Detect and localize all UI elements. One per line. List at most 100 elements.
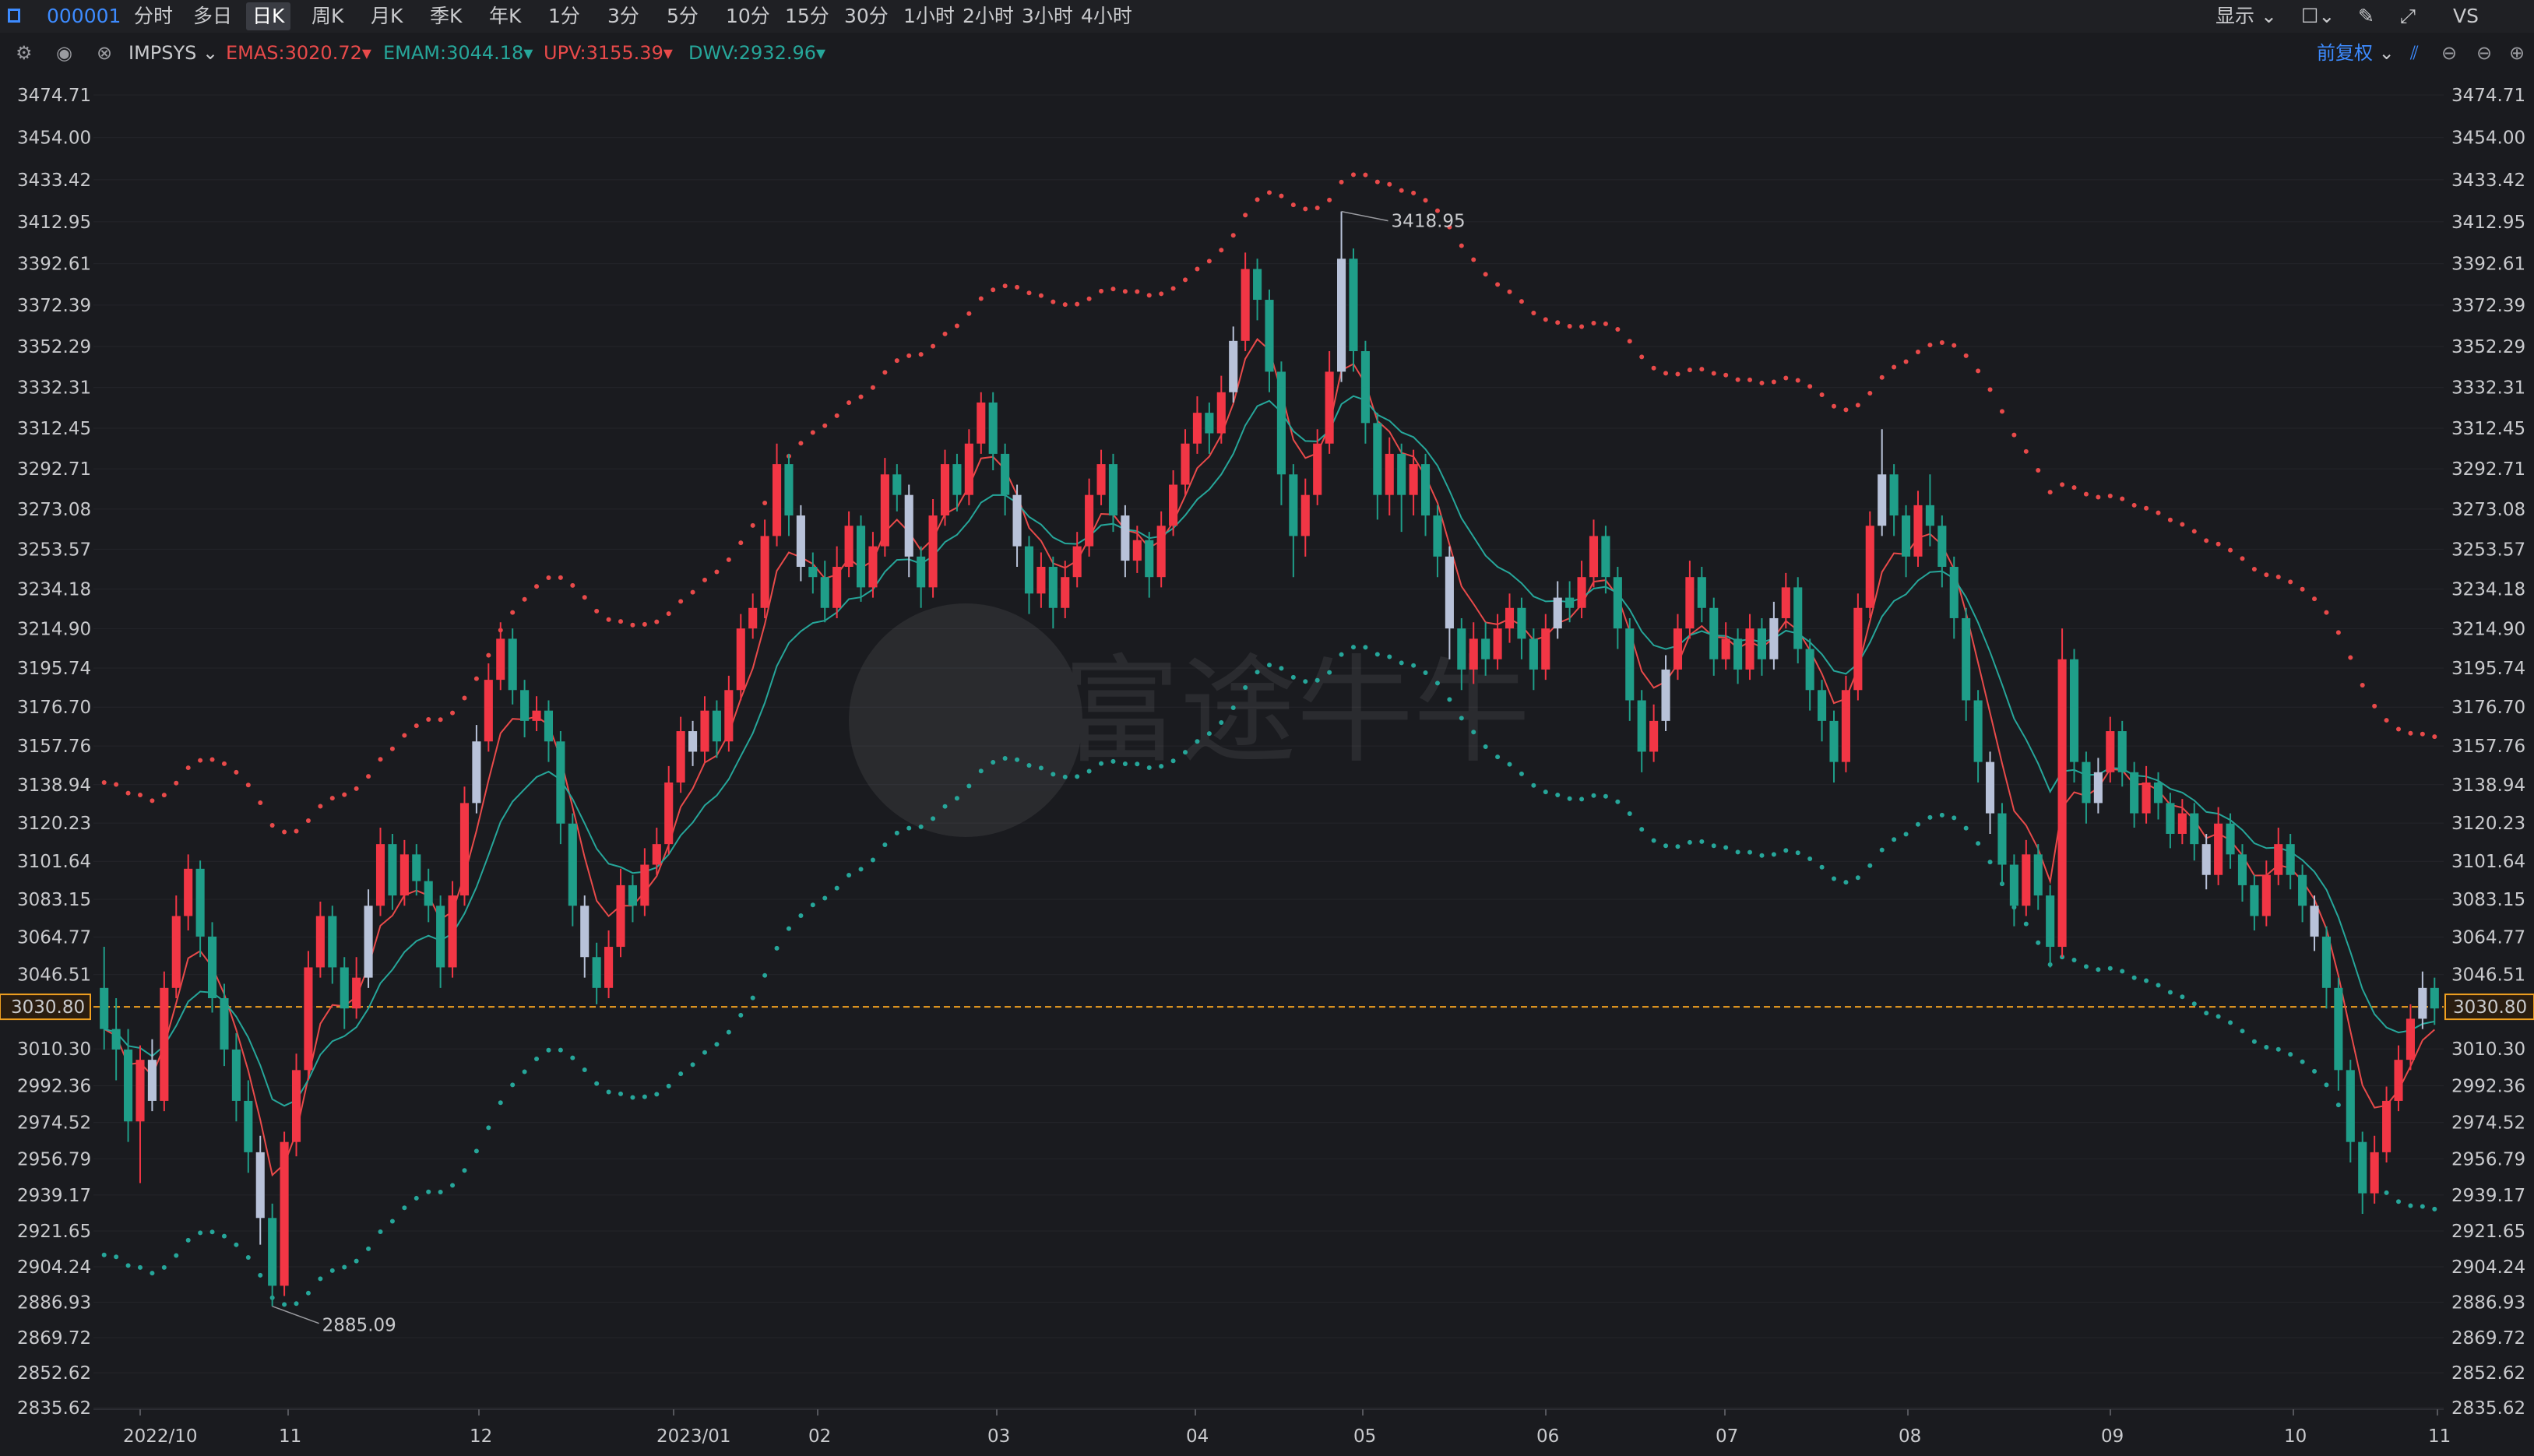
candle-body: [2406, 1018, 2415, 1060]
minus-circle-icon[interactable]: ⊖: [2476, 42, 2493, 64]
period-15[interactable]: 3小时: [1022, 5, 1073, 27]
settings-gear-icon[interactable]: ⚙: [16, 42, 33, 64]
dwv-dot: [462, 1168, 467, 1173]
upv-dot: [1483, 272, 1488, 277]
dwv-value[interactable]: DWV:2932.96▾: [688, 42, 826, 64]
upv-dot: [2288, 579, 2293, 585]
period-14[interactable]: 2小时: [963, 5, 1014, 27]
candle-body: [1253, 269, 1262, 301]
period-2[interactable]: 日K: [246, 2, 291, 30]
upv-value[interactable]: UPV:3155.39▾: [544, 42, 673, 64]
period-1[interactable]: 多日: [193, 5, 233, 27]
symbol-code[interactable]: 000001: [47, 5, 121, 27]
candle-body: [1048, 567, 1058, 608]
plus-circle-icon[interactable]: ⊕: [2509, 42, 2525, 64]
candle-body: [2237, 854, 2247, 885]
period-16[interactable]: 4小时: [1081, 5, 1132, 27]
dwv-dot: [329, 1268, 335, 1273]
y-tick-label-right: 2904.24: [2451, 1257, 2525, 1278]
upv-dot: [702, 577, 707, 582]
candle-body: [1337, 258, 1346, 372]
dwv-dot: [1699, 839, 1705, 844]
dwv-dot: [954, 796, 959, 801]
dwv-dot: [2432, 1206, 2437, 1212]
upv-dot: [870, 385, 875, 390]
candle-body: [1889, 474, 1899, 516]
upv-dot: [1807, 384, 1813, 389]
dwv-dot: [606, 1089, 611, 1095]
dwv-dot: [618, 1091, 624, 1096]
layout-box-icon[interactable]: ☐⌄: [2301, 5, 2335, 27]
y-tick-label-left: 3372.39: [17, 296, 91, 316]
emas-value[interactable]: EMAS:3020.72▾: [226, 42, 371, 64]
period-9[interactable]: 5分: [667, 5, 699, 27]
y-tick-label-left: 3138.94: [17, 775, 91, 796]
candle-body: [1601, 536, 1610, 578]
period-3[interactable]: 周K: [311, 5, 344, 27]
dwv-dot: [101, 1252, 107, 1257]
period-7[interactable]: 1分: [548, 5, 580, 27]
dwv-dot: [414, 1195, 419, 1201]
candle-body: [1457, 628, 1466, 670]
dwv-dot: [174, 1253, 179, 1258]
vs-compare-button[interactable]: VS: [2453, 5, 2479, 27]
upv-dot: [245, 783, 251, 788]
period-10[interactable]: 10分: [726, 5, 770, 27]
period-8[interactable]: 3分: [607, 5, 639, 27]
dwv-dot: [389, 1219, 395, 1224]
candle-body: [100, 987, 109, 1029]
upv-dot: [1675, 371, 1681, 377]
upv-dot: [1206, 258, 1212, 264]
period-12[interactable]: 30分: [844, 5, 889, 27]
dwv-dot: [2420, 1204, 2425, 1209]
period-5[interactable]: 季K: [430, 5, 463, 27]
period-13[interactable]: 1小时: [903, 5, 955, 27]
dwv-dot: [1892, 837, 1897, 842]
draw-pen-icon[interactable]: ✎: [2358, 5, 2374, 27]
dwv-dot: [666, 1083, 671, 1088]
fullscreen-icon[interactable]: ⤢: [2400, 5, 2416, 27]
dwv-dot: [1519, 771, 1524, 776]
adjust-menu[interactable]: 前复权 ⌄: [2317, 42, 2395, 64]
candle-body: [496, 638, 505, 681]
dwv-dot: [726, 1029, 731, 1035]
dwv-dot: [1015, 757, 1020, 762]
minus-circle-icon[interactable]: ⊖: [2441, 42, 2458, 64]
upv-dot: [1579, 324, 1585, 329]
emam-value[interactable]: EMAM:3044.18▾: [383, 42, 533, 64]
candle-body: [2382, 1100, 2391, 1152]
candle-body: [424, 881, 433, 906]
candle-body: [1902, 515, 1911, 557]
chart-layout-icon[interactable]: [8, 9, 20, 23]
upv-dot: [2384, 718, 2389, 723]
x-tick-label: 02: [808, 1426, 831, 1447]
period-6[interactable]: 年K: [489, 5, 522, 27]
chart-type-icon[interactable]: ⫽: [2410, 42, 2419, 64]
period-11[interactable]: 15分: [785, 5, 829, 27]
indicator-name[interactable]: IMPSYS ⌄: [128, 42, 219, 64]
candle-body: [2177, 813, 2187, 834]
dwv-dot: [1627, 811, 1632, 817]
upv-dot: [1555, 320, 1561, 325]
upv-dot: [1122, 289, 1128, 294]
eye-icon[interactable]: ◉: [56, 42, 72, 64]
dwv-dot: [1579, 797, 1585, 802]
upv-dot: [1543, 317, 1548, 322]
upv-dot: [654, 619, 660, 624]
candle-body: [964, 443, 973, 495]
x-tick-label: 07: [1716, 1426, 1738, 1447]
candle-body: [712, 710, 721, 742]
period-0[interactable]: 分时: [134, 5, 174, 27]
y-tick-label-right: 3083.15: [2451, 890, 2525, 910]
period-4[interactable]: 月K: [371, 5, 403, 27]
display-menu[interactable]: 显示 ⌄: [2215, 5, 2277, 27]
dwv-dot: [1075, 774, 1080, 779]
dwv-dot: [1339, 652, 1344, 657]
close-icon[interactable]: ⊗: [97, 42, 113, 64]
upv-dot: [234, 769, 239, 775]
y-tick-label-left: 3392.61: [17, 255, 91, 275]
upv-dot: [1507, 289, 1512, 294]
upv-dot: [1939, 340, 1944, 346]
candle-body: [640, 864, 649, 906]
